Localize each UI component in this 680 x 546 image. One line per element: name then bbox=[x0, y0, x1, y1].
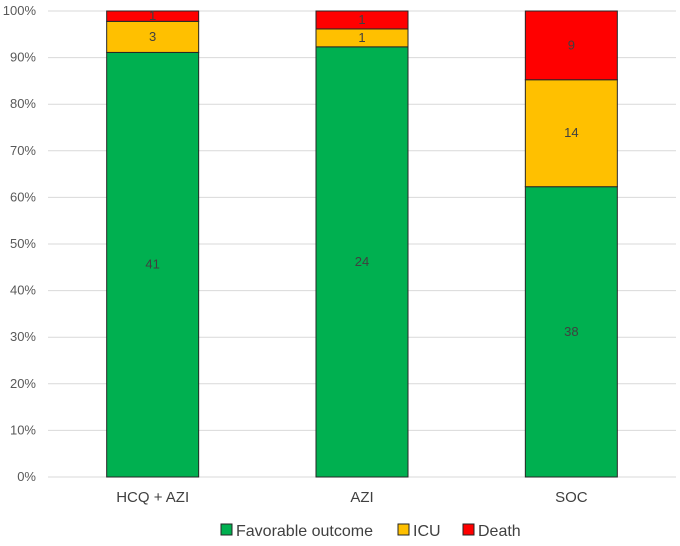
legend-swatch bbox=[220, 523, 233, 536]
legend-label: Favorable outcome bbox=[236, 523, 373, 540]
x-tick-label: SOC bbox=[555, 489, 588, 506]
legend: Favorable outcome ICU Death bbox=[220, 523, 521, 540]
y-tick-label: 50% bbox=[10, 236, 36, 251]
bar-segment-favorable-outcome bbox=[315, 46, 409, 478]
bar-segment-icu bbox=[106, 20, 200, 53]
y-tick-label: 40% bbox=[10, 283, 36, 298]
data-labels: 41 3 1 24 1 1 38 14 9 bbox=[145, 8, 578, 339]
x-tick-label: HCQ + AZI bbox=[116, 489, 189, 506]
y-tick-label: 10% bbox=[10, 422, 36, 437]
legend-item: Death bbox=[462, 523, 521, 540]
y-tick-label: 80% bbox=[10, 96, 36, 111]
legend-item: ICU bbox=[397, 523, 441, 540]
y-tick-label: 70% bbox=[10, 143, 36, 158]
data-label: 1 bbox=[358, 30, 365, 45]
bar-segment-death bbox=[315, 10, 409, 30]
y-axis-ticks: 0% 10% 20% 30% 40% 50% 60% 70% 80% 90% 100% bbox=[3, 3, 37, 484]
data-label: 1 bbox=[149, 8, 156, 23]
legend-swatch bbox=[397, 523, 410, 536]
bar-segment-death bbox=[524, 10, 618, 81]
y-tick-label: 100% bbox=[3, 3, 37, 18]
bar-segment-favorable-outcome bbox=[524, 186, 618, 478]
data-label: 38 bbox=[564, 324, 578, 339]
legend-label: ICU bbox=[413, 523, 441, 540]
data-label: 1 bbox=[358, 12, 365, 27]
bar-segment-death bbox=[106, 10, 200, 22]
data-label: 9 bbox=[568, 37, 575, 52]
legend-item: Favorable outcome bbox=[220, 523, 373, 540]
x-axis-ticks: HCQ + AZI AZI SOC bbox=[116, 489, 588, 506]
y-tick-label: 60% bbox=[10, 189, 36, 204]
legend-swatch bbox=[462, 523, 475, 536]
y-tick-label: 0% bbox=[17, 469, 36, 484]
y-tick-label: 30% bbox=[10, 329, 36, 344]
bar-segment-icu bbox=[524, 79, 618, 188]
x-tick-label: AZI bbox=[350, 489, 373, 506]
data-label: 41 bbox=[145, 257, 159, 272]
data-label: 3 bbox=[149, 29, 156, 44]
bar-segment-favorable-outcome bbox=[106, 51, 200, 478]
bars bbox=[106, 10, 618, 478]
data-label: 24 bbox=[355, 254, 369, 269]
y-tick-label: 20% bbox=[10, 376, 36, 391]
legend-label: Death bbox=[478, 523, 521, 540]
y-tick-label: 90% bbox=[10, 50, 36, 65]
data-label: 14 bbox=[564, 125, 578, 140]
